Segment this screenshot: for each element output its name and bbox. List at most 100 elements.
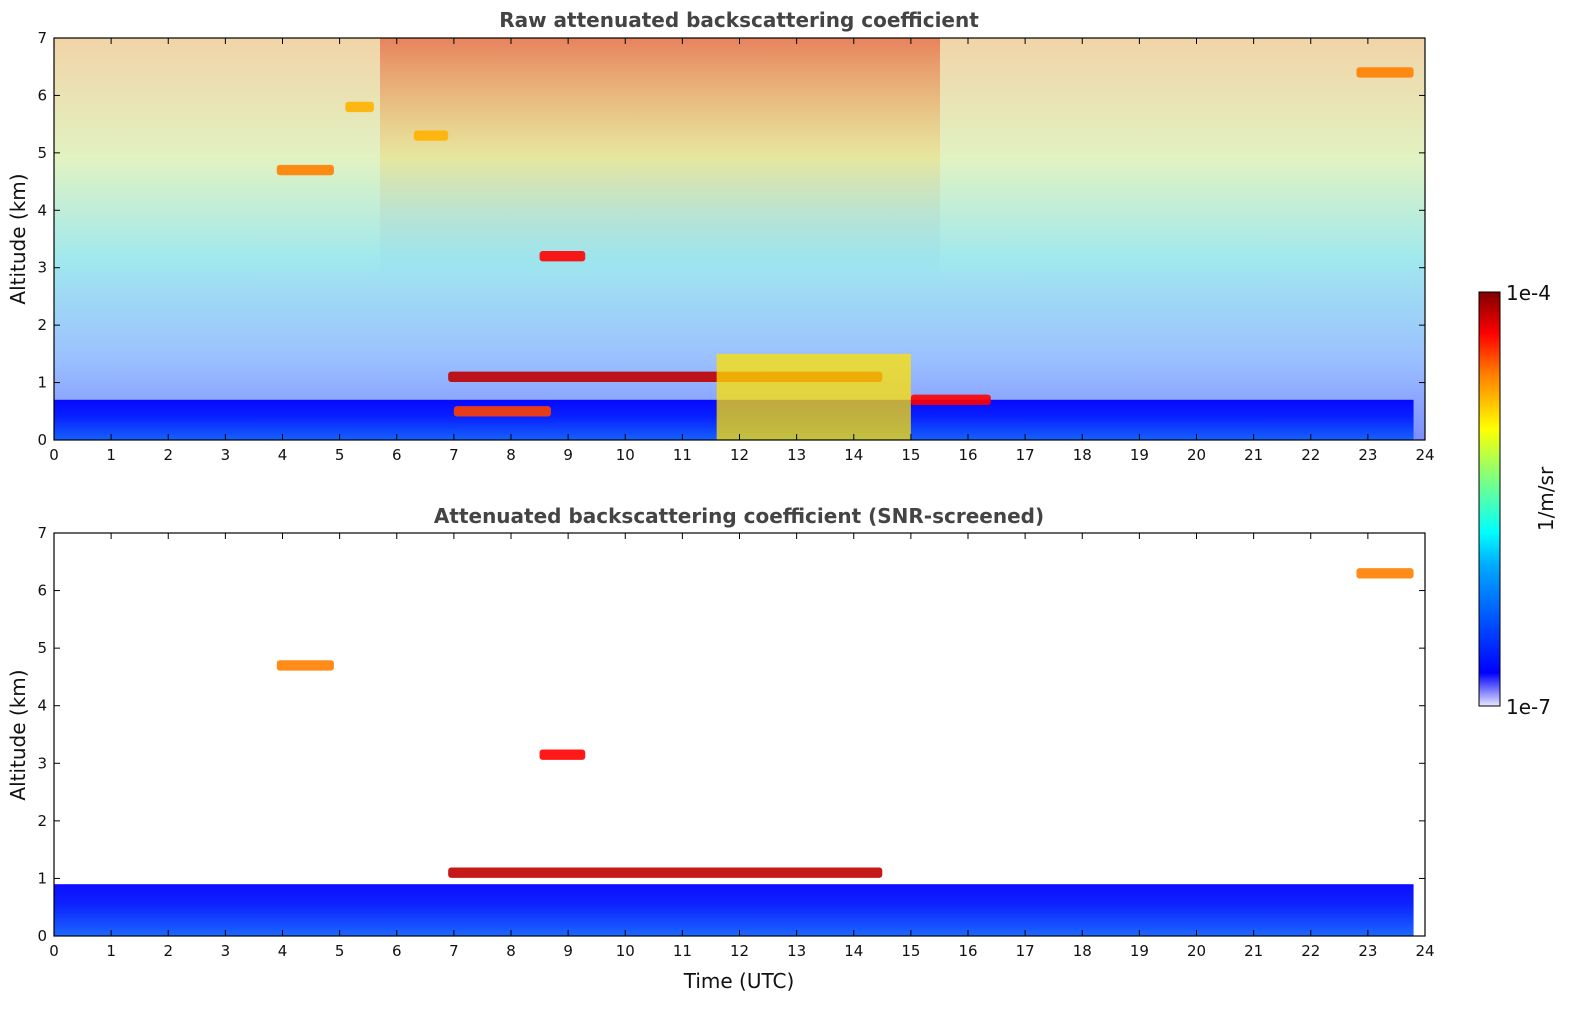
x-tick-label: 11 — [673, 942, 692, 960]
y-axis-label: Altitude (km) — [6, 173, 30, 304]
y-tick-label: 2 — [37, 812, 47, 830]
x-axis-ticks: 0 1 2 3 4 5 6 7 8 9 10 11 12 13 14 15 16 17 18 19 20 21 22 23 24 — [49, 533, 1435, 960]
y-tick-label: 1 — [37, 374, 47, 392]
x-tick-label: 3 — [221, 446, 231, 464]
x-tick-label: 18 — [1073, 446, 1092, 464]
x-tick-label: 1 — [106, 942, 116, 960]
y-axis-ticks: 0 1 2 3 4 5 6 7 — [37, 524, 1425, 945]
x-tick-label: 7 — [449, 942, 459, 960]
y-tick-label: 7 — [37, 524, 47, 542]
x-tick-label: 15 — [901, 942, 920, 960]
panel-title: Attenuated backscattering coefficient (S… — [434, 504, 1044, 528]
x-tick-label: 21 — [1244, 942, 1263, 960]
feature-mid-cloud-3km — [539, 749, 586, 760]
x-tick-label: 21 — [1244, 446, 1263, 464]
x-tick-label: 12 — [730, 942, 749, 960]
x-tick-label: 20 — [1187, 942, 1206, 960]
feature-boundary-layer — [54, 884, 1414, 936]
y-tick-label: 5 — [37, 639, 47, 657]
x-tick-label: 10 — [616, 446, 635, 464]
x-tick-label: 12 — [730, 446, 749, 464]
x-tick-label: 11 — [673, 446, 692, 464]
cloud-features — [54, 67, 1414, 440]
x-tick-label: 8 — [506, 942, 516, 960]
y-tick-label: 2 — [37, 316, 47, 334]
x-tick-label: 15 — [901, 446, 920, 464]
x-tick-label: 8 — [506, 446, 516, 464]
x-tick-label: 0 — [49, 942, 59, 960]
x-tick-label: 23 — [1358, 446, 1377, 464]
feature-cirrus-fallstreak-6km — [413, 130, 449, 141]
x-tick-label: 18 — [1073, 942, 1092, 960]
x-tick-label: 24 — [1415, 446, 1434, 464]
x-tick-label: 19 — [1130, 942, 1149, 960]
y-tick-label: 4 — [37, 697, 47, 715]
x-tick-label: 5 — [335, 942, 345, 960]
x-tick-label: 4 — [278, 446, 288, 464]
x-tick-label: 7 — [449, 446, 459, 464]
y-axis-label: Altitude (km) — [6, 669, 30, 800]
x-tick-label: 16 — [958, 446, 977, 464]
x-tick-label: 2 — [163, 942, 173, 960]
feature-low-cloud-lower-band — [453, 406, 551, 417]
y-tick-label: 5 — [37, 144, 47, 162]
colorbar: 1e-4 1e-7 1/m/sr — [1478, 281, 1558, 719]
x-tick-label: 9 — [563, 942, 573, 960]
x-axis-label: Time (UTC) — [683, 969, 795, 993]
y-axis-ticks: 0 1 2 3 4 5 6 7 — [37, 29, 1425, 449]
panel-title: Raw attenuated backscattering coefficien… — [499, 8, 979, 32]
x-tick-label: 13 — [787, 446, 806, 464]
colorbar-min-label: 1e-7 — [1506, 695, 1551, 719]
colorbar-gradient — [1478, 291, 1501, 707]
feature-low-cloud-aerosol-layer — [448, 867, 883, 878]
x-tick-label: 10 — [616, 942, 635, 960]
y-tick-label: 4 — [37, 201, 47, 219]
colorbar-max-label: 1e-4 — [1506, 281, 1551, 305]
feature-cirrus-fallstreak-5-6km — [345, 101, 374, 113]
y-tick-label: 3 — [37, 259, 47, 277]
feature-high-cirrus-23h — [1356, 568, 1414, 579]
y-tick-label: 6 — [37, 86, 47, 104]
x-tick-label: 3 — [221, 942, 231, 960]
y-tick-label: 1 — [37, 869, 47, 887]
feature-cirrus-4-5km — [276, 164, 334, 176]
x-tick-label: 0 — [49, 446, 59, 464]
x-tick-label: 14 — [844, 446, 863, 464]
x-tick-label: 22 — [1301, 446, 1320, 464]
y-tick-label: 0 — [37, 927, 47, 945]
x-tick-label: 6 — [392, 942, 402, 960]
x-tick-label: 17 — [1016, 446, 1035, 464]
colorbar-units-label: 1/m/sr — [1534, 466, 1558, 531]
raw-backscatter-panel: Raw attenuated backscattering coefficien… — [6, 8, 1435, 464]
feature-high-cirrus-23h — [1356, 67, 1414, 78]
x-tick-label: 6 — [392, 446, 402, 464]
cloud-features — [54, 568, 1414, 936]
y-tick-label: 7 — [37, 29, 47, 47]
snr-screened-panel: Attenuated backscattering coefficient (S… — [6, 504, 1435, 993]
x-tick-label: 4 — [278, 942, 288, 960]
sky-noise-warm-overlay — [380, 38, 940, 278]
feature-precipitation-fallstreaks — [716, 353, 911, 440]
y-tick-label: 0 — [37, 431, 47, 449]
x-tick-label: 5 — [335, 446, 345, 464]
x-tick-label: 1 — [106, 446, 116, 464]
x-tick-label: 16 — [958, 942, 977, 960]
x-tick-label: 14 — [844, 942, 863, 960]
x-axis-ticks: 0 1 2 3 4 5 6 7 8 9 10 11 12 13 14 15 16 17 18 19 20 21 22 23 24 — [49, 38, 1435, 464]
y-tick-label: 6 — [37, 582, 47, 600]
x-tick-label: 17 — [1016, 942, 1035, 960]
heatmap-area — [54, 38, 1425, 440]
y-tick-label: 3 — [37, 754, 47, 772]
x-tick-label: 23 — [1358, 942, 1377, 960]
x-tick-label: 24 — [1415, 942, 1434, 960]
feature-mid-cloud-3km — [539, 251, 586, 262]
x-tick-label: 13 — [787, 942, 806, 960]
heatmap-area — [54, 568, 1414, 936]
feature-cirrus-4-5km — [276, 660, 334, 671]
x-tick-label: 9 — [563, 446, 573, 464]
x-tick-label: 2 — [163, 446, 173, 464]
x-tick-label: 22 — [1301, 942, 1320, 960]
feature-cloud-16h — [910, 394, 991, 405]
x-tick-label: 20 — [1187, 446, 1206, 464]
